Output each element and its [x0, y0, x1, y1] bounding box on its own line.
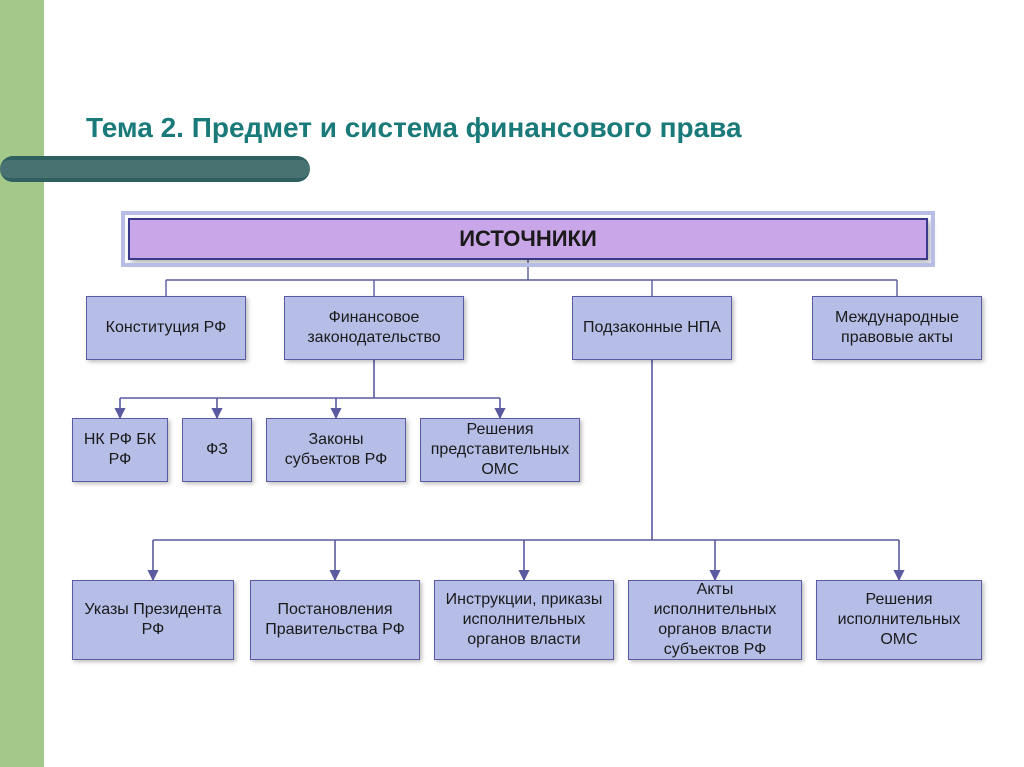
- slide-title: Тема 2. Предмет и система финансового пр…: [86, 112, 742, 144]
- flowchart: ИСТОЧНИКИ Конституция РФ Финансовое законо…: [72, 210, 992, 730]
- node-n3d: Акты исполнительных органов власти субъе…: [628, 580, 802, 660]
- node-n3: Подзаконные НПА: [572, 296, 732, 360]
- accent-sidebar: [0, 0, 44, 767]
- node-n1: Конституция РФ: [86, 296, 246, 360]
- node-n3e: Решения исполнительных ОМС: [816, 580, 982, 660]
- node-n2a: НК РФ БК РФ: [72, 418, 168, 482]
- node-n2d: Решения представительных ОМС: [420, 418, 580, 482]
- node-n2c: Законы субъектов РФ: [266, 418, 406, 482]
- node-n4: Международные правовые акты: [812, 296, 982, 360]
- node-n3b: Постановления Правительства РФ: [250, 580, 420, 660]
- node-n2: Финансовое законодательство: [284, 296, 464, 360]
- node-n3a: Указы Президента РФ: [72, 580, 234, 660]
- slide-title-text: Тема 2. Предмет и система финансового пр…: [86, 112, 742, 144]
- root-node: ИСТОЧНИКИ: [128, 218, 928, 260]
- node-n2b: ФЗ: [182, 418, 252, 482]
- node-n3c: Инструкции, приказы исполнительных орган…: [434, 580, 614, 660]
- title-underline: [0, 156, 310, 182]
